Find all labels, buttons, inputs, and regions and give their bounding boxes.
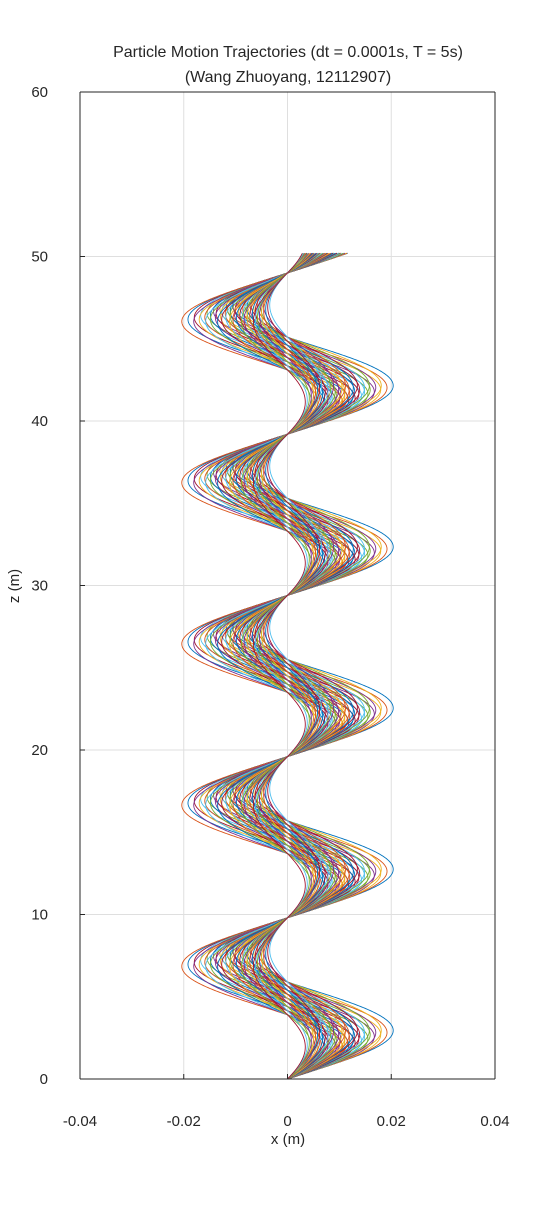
trajectory-line xyxy=(252,253,306,1080)
y-axis-label: z (m) xyxy=(6,569,23,603)
y-tick-label: 20 xyxy=(31,742,48,759)
trajectory-line xyxy=(242,252,333,1080)
x-tick-label: -0.04 xyxy=(63,1113,97,1130)
trajectory-line xyxy=(263,252,316,1080)
x-tick-label: -0.02 xyxy=(167,1113,201,1130)
y-tick-label: 0 xyxy=(40,1071,48,1088)
y-tick-label: 30 xyxy=(31,578,48,595)
x-axis-label: x (m) xyxy=(271,1131,305,1148)
grid-lines xyxy=(80,92,495,1079)
y-tick-label: 10 xyxy=(31,907,48,924)
trajectory-line xyxy=(233,252,342,1080)
trajectory-line xyxy=(261,252,314,1080)
chart-title: Particle Motion Trajectories (dt = 0.000… xyxy=(113,44,463,61)
trajectory-line xyxy=(260,252,332,1080)
x-tick-label: 0 xyxy=(283,1113,291,1130)
chart-subtitle: (Wang Zhuoyang, 12112907) xyxy=(185,69,391,86)
trajectory-line xyxy=(259,252,312,1080)
tick-labels: -0.04 -0.02 0 0.02 0.04 0 10 20 30 40 50 60 xyxy=(31,84,509,1130)
trajectory-line xyxy=(235,252,326,1080)
trajectory-line xyxy=(265,252,319,1080)
y-tick-label: 60 xyxy=(31,84,48,101)
trajectory-line xyxy=(215,252,360,1080)
trajectory-lines xyxy=(181,252,394,1080)
y-tick-label: 40 xyxy=(31,413,48,430)
trajectory-line xyxy=(269,252,323,1080)
trajectory-line xyxy=(219,252,346,1080)
x-tick-label: 0.04 xyxy=(480,1113,509,1130)
trajectory-line xyxy=(210,252,354,1080)
trajectory-line xyxy=(254,252,326,1080)
x-tick-label: 0.02 xyxy=(377,1113,406,1130)
y-tick-label: 50 xyxy=(31,249,48,266)
trajectory-line xyxy=(267,252,321,1080)
